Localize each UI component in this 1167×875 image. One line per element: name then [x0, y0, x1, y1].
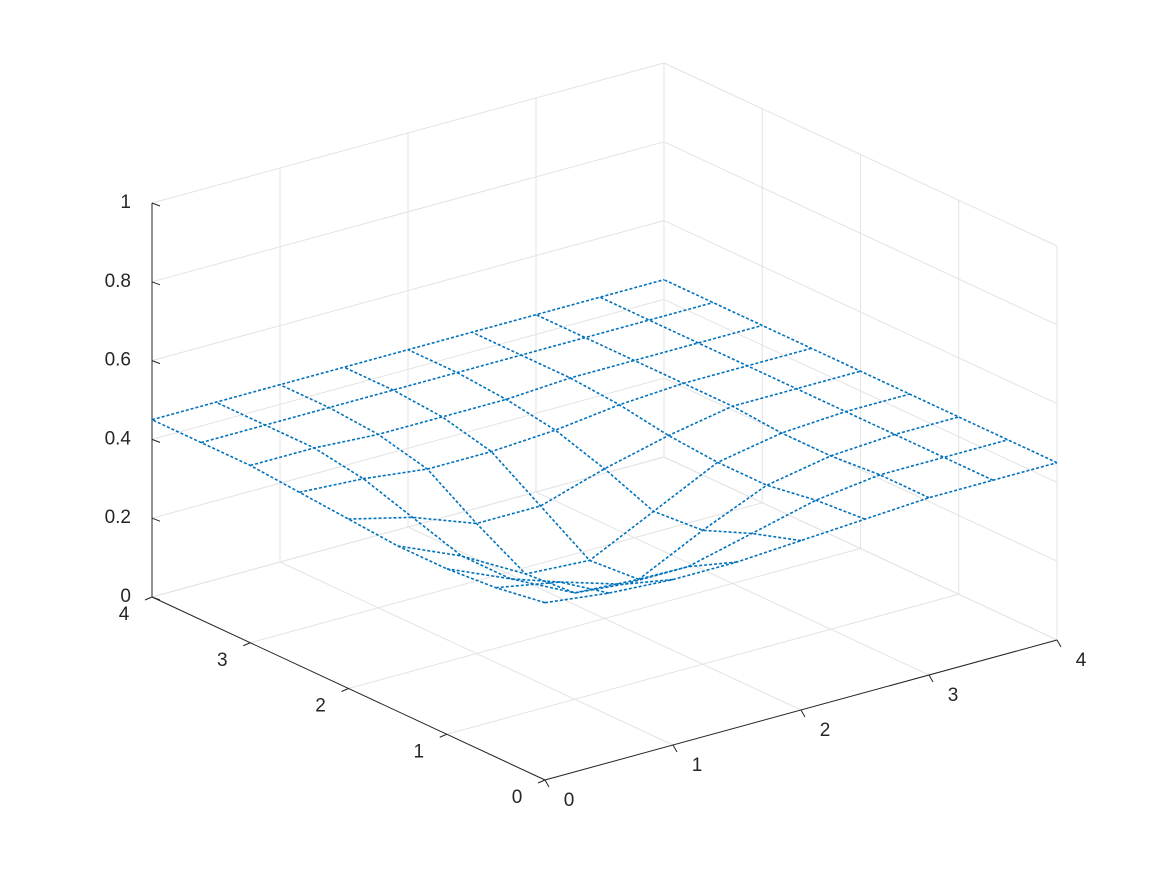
tick-mark	[243, 642, 251, 647]
surface-column	[343, 366, 738, 581]
x-tick-label: 1	[692, 755, 703, 776]
tick-mark	[151, 360, 161, 365]
tick-mark	[151, 517, 161, 522]
grid-line	[151, 298, 665, 440]
grid-line	[151, 62, 665, 204]
surface-column	[215, 401, 610, 594]
z-tick-label: 0.2	[105, 507, 131, 528]
tick-mark	[151, 438, 161, 443]
grid-line	[663, 62, 1058, 247]
x-tick-label: 4	[1076, 650, 1087, 671]
tick-mark	[341, 688, 349, 692]
z-tick-label: 0	[120, 586, 131, 607]
y-tick-label: 3	[217, 650, 228, 671]
grid-line	[250, 502, 763, 644]
grid-line	[348, 548, 861, 689]
surface-column	[151, 418, 546, 604]
surface-row	[495, 439, 1009, 589]
surface-row	[250, 324, 763, 467]
surface-column	[407, 348, 802, 542]
tick-mark	[151, 202, 161, 207]
grid-line	[151, 377, 665, 519]
tick-mark	[544, 779, 550, 788]
z-tick-label: 0.6	[105, 350, 131, 371]
z-tick-label: 0.8	[105, 271, 131, 292]
surface-row	[348, 370, 861, 525]
grid-line	[151, 456, 665, 598]
grid-line	[151, 141, 665, 283]
surface-column	[663, 278, 1058, 464]
tick-mark	[800, 709, 806, 718]
grid-line	[663, 141, 1058, 326]
tick-mark	[1056, 639, 1062, 648]
tick-mark	[151, 596, 161, 601]
x-tick-label: 2	[820, 720, 831, 741]
surface-column	[279, 383, 674, 594]
y-tick-label: 0	[512, 787, 523, 808]
grid-line	[151, 220, 665, 362]
surface-column	[535, 313, 930, 499]
y-tick-label: 4	[119, 604, 130, 625]
tick-mark	[151, 281, 161, 286]
surface-row	[446, 416, 959, 594]
z-tick-label: 1	[120, 192, 131, 213]
x-tick-label: 0	[564, 790, 575, 811]
x-tick-label: 3	[948, 685, 959, 706]
y-tick-label: 1	[413, 741, 424, 762]
surface-column	[471, 331, 866, 520]
y-tick-label: 2	[315, 696, 326, 717]
tick-mark	[928, 674, 934, 683]
grid-line	[663, 377, 1058, 562]
tick-mark	[672, 744, 678, 753]
grid-line	[446, 593, 959, 735]
grid-line	[663, 220, 1058, 405]
z-tick-label: 0.4	[105, 428, 132, 449]
grid-line	[663, 298, 1058, 483]
surface-row	[544, 461, 1058, 604]
tick-mark	[537, 779, 546, 784]
surface-column	[599, 296, 994, 481]
surface-row	[299, 347, 812, 494]
tick-mark	[144, 596, 153, 601]
tick-mark	[439, 733, 447, 738]
grid-line	[663, 456, 1058, 641]
